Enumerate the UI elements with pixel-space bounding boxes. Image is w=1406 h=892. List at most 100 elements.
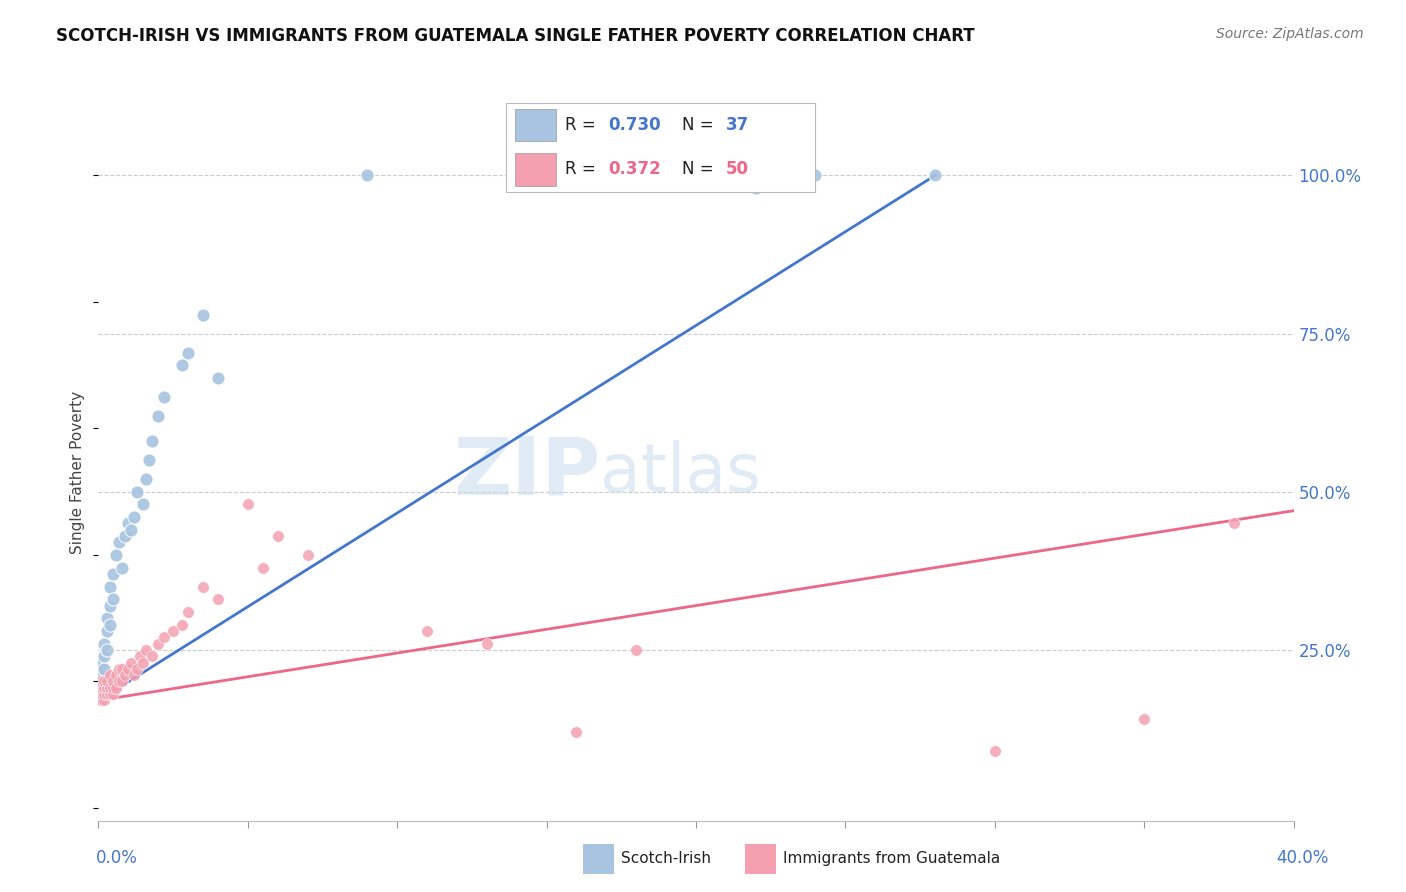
Point [103,674,125,689]
Y-axis label: Single Father Poverty: Single Father Poverty [70,392,86,554]
Point [111,560,134,574]
Point [207,371,229,385]
Point [252,560,274,574]
Point [141,649,163,664]
Point [90,681,112,695]
Point [172,617,194,632]
Text: R =: R = [565,161,600,178]
Point [96,624,118,638]
Point [207,592,229,607]
Point [114,529,136,543]
Point [356,169,378,183]
Point [117,516,139,531]
Point [108,662,131,676]
Point [191,308,214,322]
Text: SCOTCH-IRISH VS IMMIGRANTS FROM GUATEMALA SINGLE FATHER POVERTY CORRELATION CHAR: SCOTCH-IRISH VS IMMIGRANTS FROM GUATEMAL… [56,27,974,45]
Point [93,674,115,689]
Text: Immigrants from Guatemala: Immigrants from Guatemala [783,852,1001,866]
Point [162,624,184,638]
Point [100,617,122,632]
Point [124,668,146,682]
Point [297,548,319,562]
Point [153,390,176,404]
Point [96,674,118,689]
Point [103,687,125,701]
Point [120,523,142,537]
Point [93,636,115,650]
Point [138,453,160,467]
Point [90,687,112,701]
Bar [516,109,555,141]
Point [93,662,115,676]
Point [177,345,200,359]
Text: atlas: atlas [600,440,761,506]
Point [103,566,125,581]
Point [100,599,122,613]
Point [90,668,112,682]
Point [745,181,768,195]
Text: 0.372: 0.372 [609,161,661,178]
Point [90,656,112,670]
Point [153,630,176,644]
Point [267,529,290,543]
Point [135,472,157,486]
Point [100,668,122,682]
Text: N =: N = [682,161,720,178]
Point [105,668,128,682]
Point [90,674,112,689]
Text: Scotch-Irish: Scotch-Irish [621,852,711,866]
Point [90,681,112,695]
Text: 40.0%: 40.0% [1277,849,1329,867]
Text: 0.0%: 0.0% [96,849,138,867]
Point [1133,713,1156,727]
Point [626,643,648,657]
Point [565,725,588,739]
Point [96,687,118,701]
Point [148,636,170,650]
Point [96,611,118,625]
Point [96,681,118,695]
Point [177,605,200,619]
Point [416,624,439,638]
Point [141,434,163,449]
Point [103,681,125,695]
Point [236,497,259,511]
Point [475,636,498,650]
Point [191,580,214,594]
Point [129,649,152,664]
Point [93,649,115,664]
Point [135,643,157,657]
Text: 37: 37 [725,116,749,134]
Point [117,662,139,676]
Point [93,674,115,689]
Point [108,674,131,689]
Point [924,169,946,183]
Point [105,681,128,695]
Point [93,693,115,707]
Point [108,535,131,549]
Point [111,662,134,676]
Point [148,409,170,423]
Point [120,656,142,670]
Point [100,687,122,701]
Point [93,687,115,701]
Point [103,592,125,607]
Point [96,643,118,657]
Point [124,510,146,524]
Text: 50: 50 [725,161,749,178]
Point [93,681,115,695]
Point [172,358,194,372]
Point [804,169,827,183]
Point [984,744,1007,758]
Text: R =: R = [565,116,600,134]
Point [100,580,122,594]
Point [1223,516,1246,531]
Text: Source: ZipAtlas.com: Source: ZipAtlas.com [1216,27,1364,41]
Point [100,681,122,695]
Point [132,497,155,511]
Point [127,484,149,499]
Point [111,674,134,689]
Bar [516,153,555,186]
Point [90,693,112,707]
Point [114,668,136,682]
